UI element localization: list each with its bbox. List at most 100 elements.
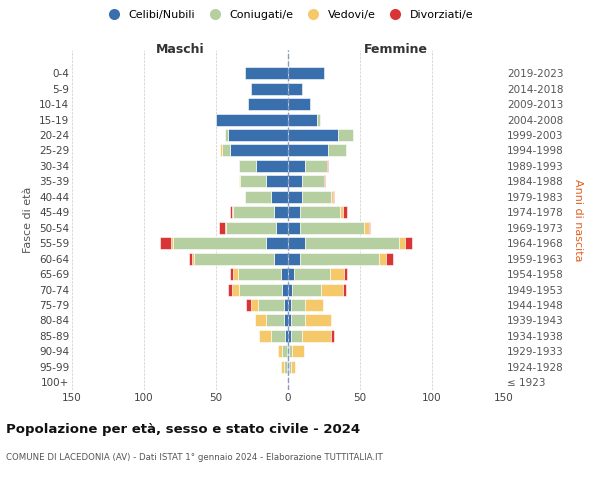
Bar <box>266 237 288 249</box>
Bar <box>216 114 288 126</box>
Bar <box>227 284 232 296</box>
Bar <box>317 114 320 126</box>
Bar <box>284 314 288 326</box>
Bar <box>230 206 232 218</box>
Bar <box>282 284 288 296</box>
Bar <box>224 222 226 234</box>
Bar <box>328 144 346 156</box>
Bar <box>271 191 288 203</box>
Text: Maschi: Maschi <box>155 43 205 56</box>
Bar <box>160 237 172 249</box>
Bar <box>305 237 399 249</box>
Bar <box>291 361 295 373</box>
Bar <box>266 314 284 326</box>
Bar <box>281 268 288 280</box>
Y-axis label: Fasce di età: Fasce di età <box>23 187 34 253</box>
Bar <box>222 144 230 156</box>
Bar <box>191 252 194 264</box>
Bar <box>292 346 304 358</box>
Bar <box>399 237 404 249</box>
Bar <box>239 176 241 188</box>
Bar <box>172 237 173 249</box>
Bar <box>288 237 305 249</box>
Bar <box>299 206 340 218</box>
Bar <box>284 361 287 373</box>
Bar <box>233 206 274 218</box>
Bar <box>258 299 284 311</box>
Bar <box>220 144 222 156</box>
Bar <box>288 299 291 311</box>
Bar <box>343 206 347 218</box>
Bar <box>379 252 386 264</box>
Bar <box>274 252 288 264</box>
Bar <box>302 191 331 203</box>
Bar <box>324 176 325 188</box>
Bar <box>288 144 328 156</box>
Bar <box>364 222 368 234</box>
Bar <box>288 314 291 326</box>
Bar <box>404 237 412 249</box>
Bar <box>287 346 288 358</box>
Bar <box>288 206 299 218</box>
Bar <box>331 191 332 203</box>
Bar <box>281 361 284 373</box>
Bar <box>255 314 266 326</box>
Bar <box>278 346 282 358</box>
Bar <box>291 314 305 326</box>
Bar <box>248 98 288 110</box>
Bar <box>227 129 288 141</box>
Bar <box>285 330 288 342</box>
Text: COMUNE DI LACEDONIA (AV) - Dati ISTAT 1° gennaio 2024 - Elaborazione TUTTITALIA.: COMUNE DI LACEDONIA (AV) - Dati ISTAT 1°… <box>6 452 383 462</box>
Bar <box>288 160 305 172</box>
Bar <box>194 252 274 264</box>
Legend: Celibi/Nubili, Coniugati/e, Vedovi/e, Divorziati/e: Celibi/Nubili, Coniugati/e, Vedovi/e, Di… <box>98 6 478 25</box>
Bar <box>259 330 271 342</box>
Bar <box>291 330 302 342</box>
Bar <box>230 144 288 156</box>
Bar <box>292 284 321 296</box>
Bar <box>331 330 334 342</box>
Bar <box>305 160 327 172</box>
Bar <box>305 314 331 326</box>
Bar <box>327 160 328 172</box>
Bar <box>287 361 288 373</box>
Bar <box>288 268 294 280</box>
Bar <box>288 82 302 94</box>
Bar <box>232 206 233 218</box>
Bar <box>232 284 239 296</box>
Bar <box>219 222 224 234</box>
Bar <box>241 176 266 188</box>
Bar <box>256 160 288 172</box>
Bar <box>274 206 288 218</box>
Bar <box>173 237 266 249</box>
Text: Femmine: Femmine <box>364 43 428 56</box>
Bar <box>288 361 289 373</box>
Bar <box>330 268 344 280</box>
Bar <box>288 114 317 126</box>
Bar <box>386 252 393 264</box>
Bar <box>284 299 288 311</box>
Bar <box>302 176 324 188</box>
Bar <box>291 299 305 311</box>
Bar <box>245 191 271 203</box>
Bar <box>246 299 251 311</box>
Bar <box>245 67 288 79</box>
Bar <box>239 284 282 296</box>
Bar <box>299 222 364 234</box>
Bar <box>224 129 227 141</box>
Bar <box>233 268 238 280</box>
Bar <box>289 346 292 358</box>
Bar <box>288 176 302 188</box>
Bar <box>238 268 281 280</box>
Bar <box>277 222 288 234</box>
Text: Popolazione per età, sesso e stato civile - 2024: Popolazione per età, sesso e stato civil… <box>6 422 360 436</box>
Bar <box>251 299 258 311</box>
Bar <box>288 191 302 203</box>
Bar <box>288 252 299 264</box>
Bar <box>294 268 330 280</box>
Bar <box>266 176 288 188</box>
Bar <box>288 346 289 358</box>
Bar <box>302 330 331 342</box>
Y-axis label: Anni di nascita: Anni di nascita <box>573 179 583 261</box>
Bar <box>251 82 288 94</box>
